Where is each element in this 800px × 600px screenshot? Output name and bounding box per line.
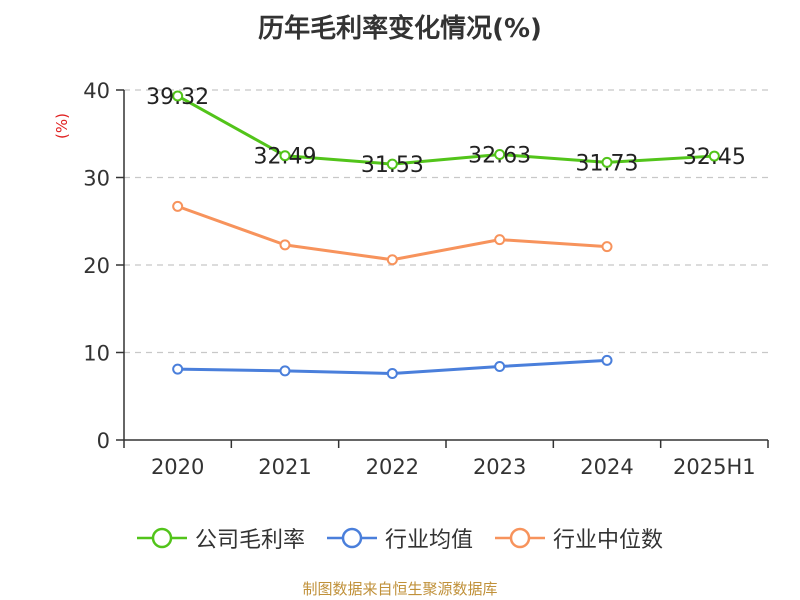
chart-title: 历年毛利率变化情况(%) bbox=[258, 14, 542, 44]
legend: 公司毛利率 行业均值 行业中位数 bbox=[0, 522, 800, 554]
x-tick-label: 2022 bbox=[366, 455, 419, 479]
legend-marker-icon bbox=[136, 527, 187, 549]
legend-item[interactable]: 行业中位数 bbox=[495, 522, 663, 554]
data-point bbox=[708, 150, 720, 162]
data-point bbox=[386, 368, 398, 379]
legend-label: 公司毛利率 bbox=[194, 528, 305, 553]
legend-marker-icon bbox=[326, 527, 377, 549]
axes: 0 10 20 30 40 (%) 2020 2021 2022 2023 2024 2025H1 bbox=[53, 79, 769, 479]
data-label: 31.73 bbox=[576, 151, 639, 176]
x-tick-label: 2020 bbox=[151, 455, 204, 479]
y-axis-label: (%) bbox=[53, 113, 71, 139]
legend-label: 行业中位数 bbox=[553, 528, 664, 553]
data-point bbox=[279, 150, 291, 162]
x-tick-label: 2024 bbox=[580, 455, 633, 479]
data-point bbox=[386, 158, 398, 170]
data-labels: 39.32 32.49 31.53 32.63 31.73 32.45 bbox=[146, 85, 746, 178]
y-tick-label: 0 bbox=[97, 429, 110, 453]
data-label: 31.53 bbox=[361, 153, 424, 178]
y-tick-label: 10 bbox=[83, 342, 110, 366]
data-point bbox=[386, 254, 398, 266]
legend-label: 行业均值 bbox=[384, 528, 473, 553]
data-point bbox=[172, 90, 184, 102]
data-point bbox=[494, 234, 506, 246]
data-label: 39.32 bbox=[146, 85, 209, 110]
data-point bbox=[279, 365, 291, 377]
x-tick-label: 2025H1 bbox=[673, 455, 756, 479]
x-tick-label: 2023 bbox=[473, 455, 526, 479]
data-point bbox=[172, 363, 184, 375]
legend-marker-icon bbox=[495, 527, 545, 549]
data-label: 32.63 bbox=[468, 143, 531, 168]
y-tick-label: 30 bbox=[83, 167, 110, 191]
series-line bbox=[177, 204, 608, 262]
data-point bbox=[172, 200, 184, 212]
data-point bbox=[601, 156, 613, 168]
data-point bbox=[494, 361, 506, 372]
x-tick-label: 2021 bbox=[258, 455, 311, 479]
data-label: 32.45 bbox=[683, 145, 746, 170]
series-lines bbox=[172, 90, 720, 379]
data-point bbox=[601, 354, 613, 366]
source-note: 制图数据来自恒生聚源数据库 bbox=[302, 580, 498, 598]
legend-item[interactable]: 公司毛利率 bbox=[136, 522, 305, 554]
data-point bbox=[494, 148, 506, 160]
data-label: 32.49 bbox=[254, 145, 317, 170]
series-line bbox=[176, 94, 715, 166]
data-point bbox=[601, 241, 613, 253]
y-tick-label: 40 bbox=[83, 79, 110, 103]
legend-item[interactable]: 行业均值 bbox=[326, 522, 473, 554]
grid-lines bbox=[124, 89, 768, 354]
data-point bbox=[279, 239, 291, 251]
y-tick-label: 20 bbox=[83, 254, 110, 278]
